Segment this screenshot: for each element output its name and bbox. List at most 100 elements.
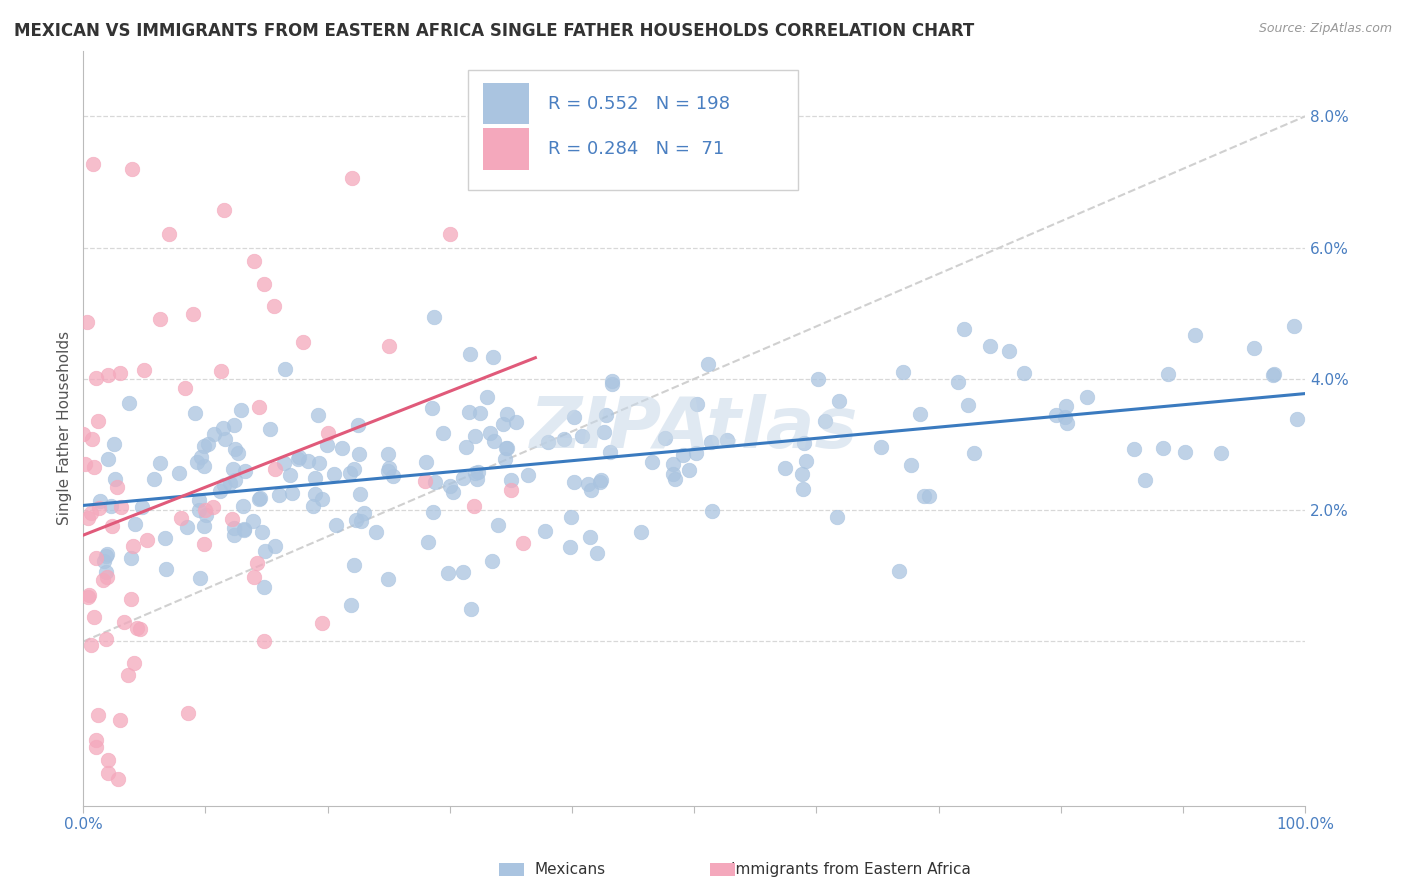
Text: R = 0.552   N = 198: R = 0.552 N = 198 [547, 95, 730, 112]
Point [142, 472, 165, 486]
Point [377, 339, 399, 353]
Point [792, 467, 814, 482]
Point [662, 467, 685, 481]
Point [124, 516, 146, 531]
Point [814, 414, 837, 428]
Point [325, 518, 347, 533]
Point [170, 511, 193, 525]
FancyBboxPatch shape [482, 83, 529, 124]
Point [599, 445, 621, 459]
Point [1282, 319, 1305, 334]
Point [193, 518, 215, 533]
Point [167, 467, 190, 481]
Point [343, 558, 366, 572]
Point [499, 473, 522, 487]
Point [793, 435, 815, 450]
Point [253, 277, 276, 292]
Point [188, 571, 211, 585]
Point [475, 390, 498, 404]
Point [1054, 399, 1077, 413]
Point [103, 437, 125, 451]
Point [76, 590, 98, 604]
Text: Mexicans: Mexicans [534, 863, 606, 877]
Point [464, 428, 486, 442]
Point [562, 410, 585, 425]
Point [415, 455, 437, 469]
Point [297, 454, 319, 468]
Point [366, 525, 388, 540]
Point [97, 765, 120, 780]
Point [194, 502, 217, 516]
Point [224, 520, 246, 534]
Point [121, 161, 143, 176]
Point [209, 363, 232, 377]
Point [91, 574, 114, 588]
Point [716, 433, 738, 447]
Point [662, 457, 685, 471]
Point [76, 315, 98, 329]
Point [458, 346, 481, 360]
Point [482, 434, 505, 449]
Point [581, 483, 603, 497]
Text: Immigrants from Eastern Africa: Immigrants from Eastern Africa [731, 863, 972, 877]
Point [94, 632, 117, 646]
Point [315, 438, 337, 452]
Point [562, 475, 585, 490]
Point [422, 505, 444, 519]
Point [578, 530, 600, 544]
Point [96, 549, 118, 564]
Text: R = 0.284   N =  71: R = 0.284 N = 71 [547, 140, 724, 158]
Point [1263, 367, 1285, 381]
Point [792, 482, 814, 496]
Point [193, 537, 215, 551]
Point [912, 489, 935, 503]
Point [72, 427, 94, 442]
Point [233, 522, 256, 536]
Point [96, 547, 118, 561]
Point [595, 408, 617, 422]
Point [998, 344, 1021, 359]
Point [84, 551, 107, 566]
Point [700, 434, 723, 449]
Point [177, 706, 200, 720]
Point [1263, 368, 1285, 382]
Point [118, 395, 141, 409]
Point [83, 459, 105, 474]
Point [418, 535, 440, 549]
Point [505, 415, 527, 429]
Point [457, 405, 479, 419]
Point [197, 436, 219, 450]
Point [231, 403, 253, 417]
Point [253, 634, 276, 648]
Point [467, 465, 489, 479]
Point [97, 368, 120, 383]
Point [415, 474, 437, 488]
Point [84, 733, 107, 747]
Point [537, 435, 560, 450]
Point [281, 485, 304, 500]
Point [436, 566, 458, 580]
Point [952, 321, 974, 335]
FancyBboxPatch shape [482, 128, 529, 169]
Point [308, 456, 330, 470]
Point [224, 473, 246, 487]
Point [441, 484, 464, 499]
Point [344, 512, 367, 526]
Text: MEXICAN VS IMMIGRANTS FROM EASTERN AFRICA SINGLE FATHER HOUSEHOLDS CORRELATION C: MEXICAN VS IMMIGRANTS FROM EASTERN AFRIC… [14, 22, 974, 40]
Point [224, 442, 246, 456]
Point [120, 551, 142, 566]
Point [288, 450, 311, 465]
Point [96, 565, 118, 579]
FancyBboxPatch shape [468, 70, 799, 190]
Text: ZIPAtlas: ZIPAtlas [530, 393, 859, 463]
Point [292, 335, 315, 350]
Point [349, 514, 371, 528]
Point [1174, 444, 1197, 458]
Point [93, 554, 115, 568]
Point [630, 524, 652, 539]
Point [80, 506, 103, 520]
Point [664, 472, 686, 486]
Point [218, 475, 240, 490]
Point [174, 381, 197, 395]
Point [80, 433, 103, 447]
